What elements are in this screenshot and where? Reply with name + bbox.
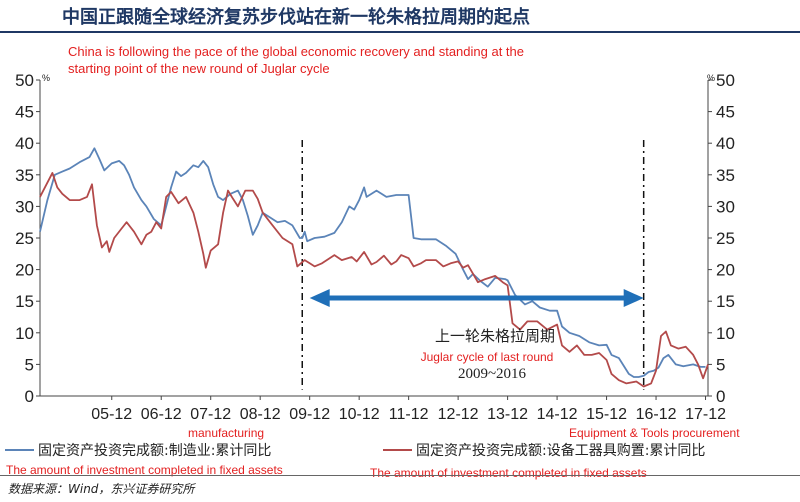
annotation-equipment: Equipment & Tools procurement [569,426,740,440]
x-tick-label: 13-12 [487,406,528,423]
right-tick-label: 45 [716,103,735,122]
cycle-label-cn: 上一轮朱格拉周期 [435,327,555,345]
right-tick-label: 50 [716,71,735,90]
x-tick-label: 17-12 [685,406,726,423]
legend: 固定资产投资完成额:制造业:累计同比 The amount of investm… [5,442,705,480]
title-divider [0,31,800,33]
x-tick-label: 09-12 [289,406,330,423]
right-axis: 0 5 10 15 20 25 30 35 40 45 50 [707,71,735,406]
cycle-arrow-head-left [309,289,330,308]
left-tick-label: 40 [15,134,34,153]
right-tick-label: 25 [716,229,735,248]
series-lines [39,147,709,388]
subtitle-line-2: starting point of the new round of Jugla… [68,61,330,76]
cycle-arrow [309,289,644,308]
x-tick-label: 16-12 [636,406,677,423]
x-tick-label: 10-12 [339,406,380,423]
x-tick-label: 07-12 [190,406,231,423]
legend-label-manufacturing: 固定资产投资完成额:制造业:累计同比 [38,443,271,459]
cycle-years: 2009~2016 [458,366,527,382]
legend-label-equipment: 固定资产投资完成额:设备工器具购置:累计同比 [416,442,705,459]
right-tick-label: 15 [716,292,735,311]
x-axis: 05-12 06-12 07-12 08-12 09-12 10-12 11-12 12-12… [40,395,726,423]
x-tick-label: 11-12 [389,406,429,423]
right-tick-label: 35 [716,166,735,185]
series-line-manufacturing [39,147,706,378]
right-tick-label: 20 [716,261,735,280]
left-tick-label: 5 [25,355,34,374]
x-tick-label: 12-12 [438,406,479,423]
source-note: 数据来源：Wind，东兴证券研究所 [8,482,195,496]
left-axis: 0 5 10 15 20 25 30 35 40 45 50 [15,71,41,406]
subtitle-line-1: China is following the pace of the globa… [68,44,525,59]
left-tick-label: 25 [15,229,34,248]
series-line-equipment [39,172,709,388]
right-tick-label: 5 [716,355,725,374]
english-subtitle: China is following the pace of the globa… [68,43,524,77]
legend-translation-equipment: The amount of investment completed in fi… [370,466,647,480]
x-tick-label: 08-12 [240,406,281,423]
x-tick-label: 06-12 [141,406,182,423]
left-tick-label: 30 [15,197,34,216]
x-tick-label: 14-12 [537,406,578,423]
annotation-manufacturing: manufacturing [188,426,264,440]
page-title: 中国正跟随全球经济复苏步伐站在新一轮朱格拉周期的起点 [62,7,530,28]
right-tick-label: 10 [716,324,735,343]
right-tick-label: 30 [716,197,735,216]
left-tick-label: 50 [15,71,34,90]
left-tick-label: 0 [25,387,34,406]
left-tick-label: 15 [15,292,34,311]
left-tick-label: 35 [15,166,34,185]
right-unit-label: % [707,73,715,83]
footer-divider [0,475,800,476]
cycle-label-en: Juglar cycle of last round [421,350,554,364]
x-tick-label: 15-12 [586,406,627,423]
right-tick-label: 40 [716,134,735,153]
cycle-boundaries [301,140,645,390]
right-tick-label: 0 [716,387,725,406]
left-tick-label: 45 [15,103,34,122]
x-tick-label: 05-12 [91,406,132,423]
left-tick-label: 20 [15,261,34,280]
left-tick-label: 10 [15,324,34,343]
cycle-arrow-head-right [623,289,644,308]
left-unit-label: % [42,73,50,83]
legend-translation-manufacturing: The amount of investment completed in fi… [6,463,283,477]
